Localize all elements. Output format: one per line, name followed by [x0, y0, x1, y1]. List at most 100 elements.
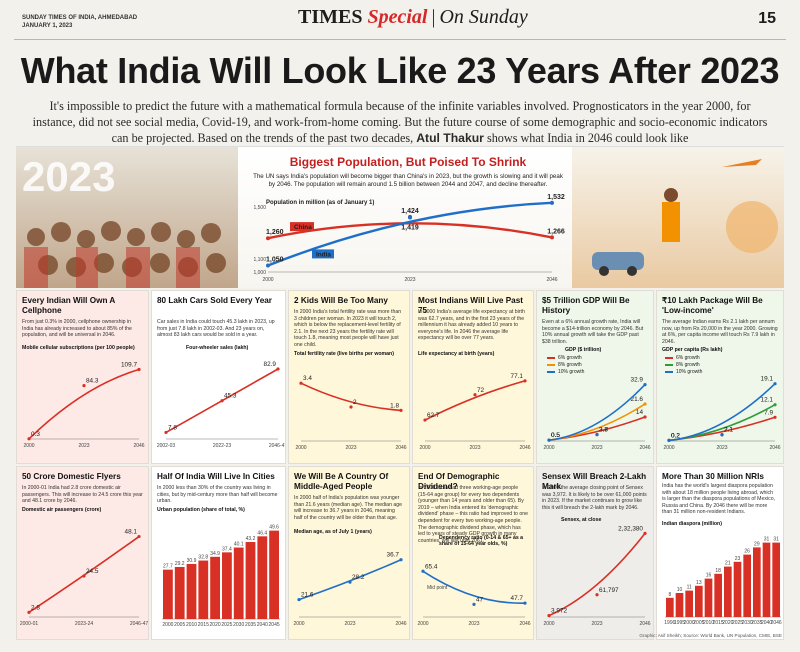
x-tick-label: 2020 [210, 622, 221, 628]
flyers-chart: 2000-01 2023-24 2046-47 2.8 24.5 48.1 [20, 529, 148, 627]
bar [685, 590, 693, 617]
legend-item: 6% growth [676, 355, 700, 361]
data-point [82, 384, 86, 388]
bar [269, 530, 279, 619]
x-tick-label: 2000 [417, 621, 428, 627]
data-point [643, 383, 647, 387]
panel-cars: 80 Lakh Cars Sold Every Year Car sales i… [151, 290, 286, 464]
panel-title: Most Indians Will Live Past 75 [418, 296, 524, 315]
brand: TIMES [298, 6, 363, 28]
y-tick-label: 1,500 [253, 205, 266, 211]
panel-body: In 2000 half of India's population was y… [294, 495, 403, 521]
x-tick-label: 2010 [703, 620, 714, 626]
x-tick-label: 2000 [663, 445, 674, 451]
series-tag-bg [290, 222, 314, 232]
x-tick-label: 1990 [664, 620, 675, 626]
data-point [595, 593, 599, 597]
bar [198, 560, 209, 619]
data-label: 3.8 [599, 426, 608, 433]
data-point [27, 437, 31, 441]
bar-value-label: 8 [668, 592, 671, 598]
x-tick-label: 2000 [262, 277, 273, 283]
chart-label: Indian diaspora (million) [662, 521, 722, 527]
bar-value-label: 13 [696, 580, 702, 586]
data-label: 1,050 [266, 257, 284, 264]
data-label: 109.7 [121, 362, 137, 369]
chart-label: Four-wheeler sales (lakh) [186, 345, 249, 351]
data-label: 1,424 [401, 208, 419, 215]
data-point [164, 430, 168, 435]
bar-value-label: 32.8 [198, 555, 208, 561]
data-point [399, 408, 403, 412]
bar-value-label: 11 [687, 585, 692, 591]
panel-dividend: End Of Demographic Dividend? In 2000 Ind… [412, 466, 534, 640]
data-point [421, 569, 425, 573]
data-line [28, 368, 140, 440]
data-label: 32.9 [631, 377, 644, 384]
data-label: 0.5 [551, 432, 560, 439]
data-point [547, 438, 551, 442]
x-tick-label: 2046 [133, 443, 144, 449]
x-tick-label: 1995 [674, 620, 685, 626]
x-tick-label: 2000 [543, 445, 554, 451]
data-point [299, 381, 303, 385]
population-series-line [267, 222, 553, 240]
x-tick-label: 2010 [186, 622, 197, 628]
x-tick-label: 2046 [395, 621, 406, 627]
x-tick-label: 2046 [519, 445, 530, 451]
y-tick-label: 1,100 [253, 257, 266, 263]
data-line [298, 558, 402, 601]
data-point [82, 574, 86, 578]
bar [714, 573, 722, 617]
data-point [667, 438, 671, 442]
package-legend: 6% growth 8% growth 10% growth [665, 355, 702, 376]
bar [245, 542, 256, 619]
x-tick-label: 2002-03 [157, 443, 176, 449]
x-tick-label: 2005 [174, 622, 185, 628]
chart-label: Life expectancy at birth (years) [418, 351, 495, 357]
data-label: 61,797 [599, 587, 619, 594]
chart-label: Urban population (share of total, %) [157, 507, 245, 513]
x-tick-label: 2046 [639, 445, 650, 451]
x-tick-label: 2015 [198, 622, 209, 628]
x-tick-label: 2000-01 [20, 621, 39, 627]
data-point [266, 263, 270, 268]
bar [743, 554, 751, 617]
data-label: 0.2 [671, 432, 680, 439]
data-label: 84.3 [86, 378, 99, 385]
data-point [473, 393, 477, 397]
bar [666, 597, 674, 617]
data-label: 19.1 [761, 376, 774, 383]
data-point [220, 399, 224, 403]
data-point [399, 558, 403, 562]
chart-label: Total fertility rate (live births per wo… [294, 351, 394, 357]
hero-subtitle: The UN says India's population will beco… [253, 173, 563, 188]
x-tick-label: 2030 [742, 620, 753, 626]
data-label: 3.7 [599, 427, 608, 434]
series-tag: China [294, 224, 312, 231]
bar [233, 547, 244, 619]
data-point [472, 602, 476, 606]
panel-body: The average Indian earns Rs 2.1 lakh per… [662, 319, 778, 345]
x-tick-label: 2000 [543, 621, 554, 627]
data-point [423, 418, 427, 422]
panel-body: In 2000 less than 30% of the country was… [157, 485, 278, 505]
data-label: 28.2 [352, 574, 365, 581]
panel-middle-aged: We Will Be A Country Of Middle-Aged Peop… [288, 466, 410, 640]
hero-population: 2023 Biggest Population, But Poised To S… [16, 146, 784, 288]
x-tick-label: 2040 [257, 622, 268, 628]
chart-label: GDP per capita (Rs lakh) [662, 347, 723, 353]
data-label: 7.9 [764, 409, 773, 416]
chart-label: Mobile cellular subscriptions (per 100 p… [22, 345, 135, 351]
x-tick-label: 2035 [245, 622, 256, 628]
gdp-legend: 6% growth 8% growth 10% growth [547, 355, 584, 376]
x-tick-label: 2023-24 [75, 621, 94, 627]
x-tick-label: 2046-47 [269, 443, 286, 449]
x-tick-label: 2023 [469, 445, 480, 451]
bar [163, 569, 173, 619]
data-point [297, 597, 301, 602]
x-tick-label: 2022-23 [213, 443, 232, 449]
panel-title: Every Indian Will Own A Cellphone [22, 296, 116, 315]
cities-chart: 27.7 2000 29.2 2005 30.9 2010 32.8 2015 34.9 2020… [162, 525, 280, 628]
data-label: 45.3 [224, 393, 237, 400]
